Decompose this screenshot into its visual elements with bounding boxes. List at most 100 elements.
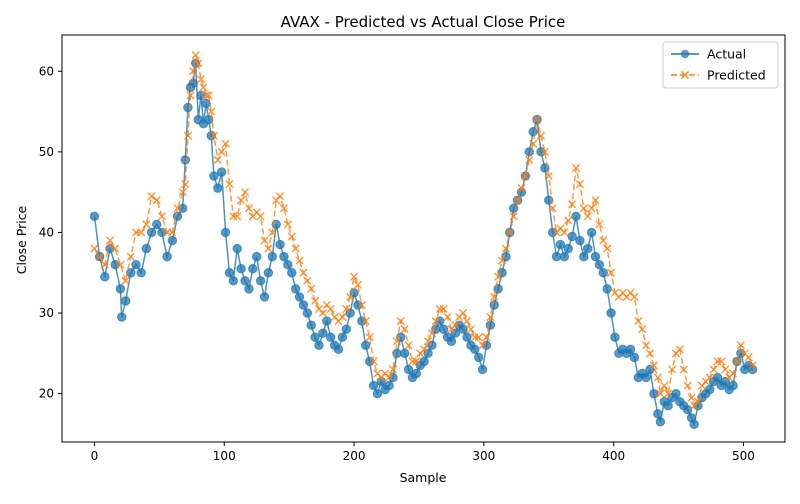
- data-point-predicted: [299, 268, 308, 277]
- data-point-predicted: [268, 228, 277, 237]
- data-point-predicted: [283, 220, 292, 229]
- data-point-actual: [141, 243, 152, 254]
- data-point-actual: [267, 251, 277, 262]
- data-point-actual: [579, 251, 589, 262]
- data-point-actual: [477, 364, 488, 375]
- data-point-actual: [228, 276, 239, 286]
- data-point-actual: [590, 251, 601, 262]
- data-point-actual: [559, 251, 570, 262]
- data-point-predicted: [583, 212, 592, 221]
- data-point-actual: [602, 284, 612, 294]
- data-point-predicted: [181, 180, 190, 189]
- data-point-actual: [146, 227, 157, 238]
- data-point-predicted: [693, 397, 703, 406]
- data-point-predicted: [420, 345, 429, 354]
- data-point-predicted: [233, 212, 242, 221]
- data-point-actual: [361, 340, 371, 350]
- data-point-predicted: [349, 272, 359, 281]
- data-point-actual: [120, 296, 131, 306]
- data-point-predicted: [404, 341, 413, 350]
- data-point-predicted: [667, 365, 677, 374]
- data-point-actual: [392, 348, 402, 359]
- x-tick-label: 100: [213, 449, 236, 463]
- data-point-actual: [563, 243, 573, 254]
- data-point-predicted: [126, 252, 135, 261]
- data-point-actual: [671, 388, 681, 399]
- data-point-actual: [287, 268, 297, 278]
- data-point-predicted: [318, 308, 327, 318]
- data-point-predicted: [660, 381, 669, 390]
- data-point-predicted: [311, 296, 320, 306]
- data-point-actual: [575, 235, 585, 246]
- x-axis-label: Sample: [400, 470, 447, 485]
- data-point-predicted: [400, 325, 409, 334]
- data-point-predicted: [326, 304, 335, 314]
- data-point-predicted: [649, 361, 658, 370]
- data-point-actual: [136, 268, 146, 278]
- data-point-predicted: [474, 333, 483, 342]
- data-point-predicted: [653, 373, 662, 382]
- data-point-actual: [306, 320, 316, 330]
- data-point-predicted: [194, 59, 203, 68]
- data-point-predicted: [178, 188, 187, 197]
- data-point-predicted: [595, 220, 604, 229]
- data-point-predicted: [638, 325, 647, 334]
- x-tick-label: 200: [343, 449, 366, 463]
- data-point-actual: [162, 251, 172, 262]
- data-point-predicted: [705, 373, 714, 382]
- data-point-actual: [419, 356, 429, 367]
- data-point-actual: [524, 147, 534, 157]
- data-point-actual: [368, 380, 379, 391]
- data-point-actual: [438, 324, 449, 334]
- data-point-actual: [489, 300, 499, 310]
- data-point-actual: [333, 344, 344, 355]
- data-point-predicted: [525, 155, 534, 165]
- data-point-predicted: [142, 220, 151, 229]
- y-tick-label: 40: [39, 225, 54, 239]
- data-point-actual: [100, 272, 110, 282]
- data-point-predicted: [683, 381, 692, 390]
- data-point-predicted: [560, 228, 569, 237]
- data-point-actual: [275, 239, 285, 250]
- data-point-predicted: [431, 317, 440, 326]
- data-point-predicted: [642, 341, 651, 350]
- data-point-actual: [555, 239, 566, 250]
- data-point-actual: [117, 312, 127, 322]
- data-point-actual: [110, 259, 120, 270]
- data-point-actual: [290, 284, 301, 294]
- data-point-predicted: [579, 204, 588, 213]
- data-point-predicted: [342, 304, 351, 314]
- data-point-predicted: [532, 115, 542, 124]
- data-point-predicted: [451, 321, 460, 330]
- data-point-actual: [376, 376, 387, 387]
- data-point-predicted: [687, 393, 696, 402]
- data-point-predicted: [196, 75, 205, 84]
- data-point-predicted: [353, 280, 363, 289]
- data-point-predicted: [478, 341, 487, 350]
- data-point-predicted: [275, 192, 285, 201]
- data-point-actual: [598, 268, 608, 278]
- plot-layer: 0 100 200 300 400 500 20 30 40 50 60 Actual Predicte…: [39, 34, 786, 463]
- data-point-predicted: [606, 268, 616, 277]
- data-point-actual: [172, 211, 183, 222]
- data-point-actual: [252, 251, 262, 262]
- data-point-predicted: [346, 292, 355, 302]
- data-point-predicted: [237, 196, 246, 205]
- data-point-actual: [458, 324, 468, 334]
- data-point-actual: [298, 300, 309, 310]
- plot-series-group: [89, 51, 758, 429]
- data-point-actual: [152, 219, 162, 230]
- data-point-predicted: [675, 345, 684, 354]
- data-point-predicted: [744, 353, 753, 362]
- data-point-predicted: [121, 276, 130, 285]
- y-tick-label: 30: [39, 306, 54, 320]
- data-point-predicted: [189, 67, 198, 76]
- data-point-actual: [586, 227, 597, 238]
- data-point-actual: [178, 203, 188, 213]
- data-point-predicted: [517, 184, 526, 193]
- data-point-predicted: [529, 139, 538, 148]
- legend-label-predicted: Predicted: [707, 68, 766, 83]
- data-point-predicted: [90, 244, 99, 253]
- data-point-actual: [655, 417, 666, 427]
